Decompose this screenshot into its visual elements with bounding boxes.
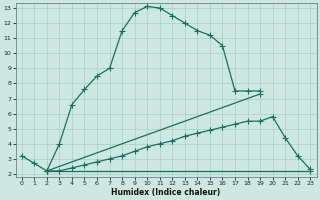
X-axis label: Humidex (Indice chaleur): Humidex (Indice chaleur)	[111, 188, 221, 197]
